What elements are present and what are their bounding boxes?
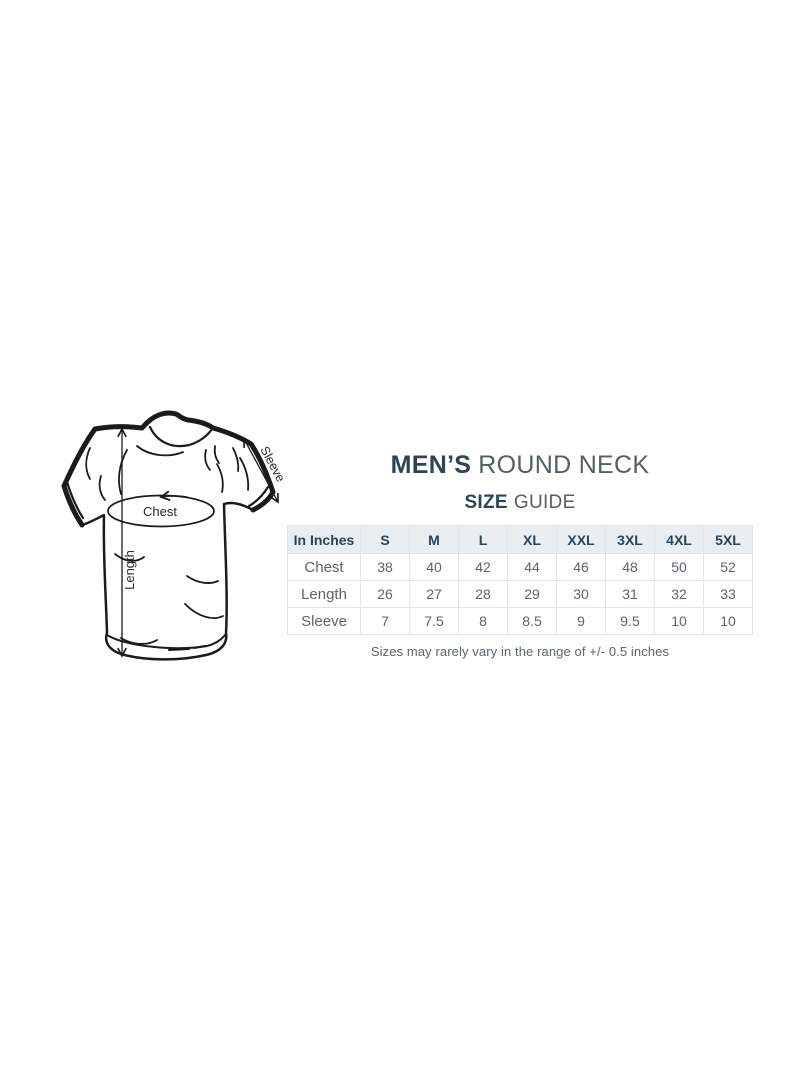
size-chart-body: Chest 38 40 42 44 46 48 50 52 Length 26 …	[287, 553, 753, 635]
size-value: 10	[654, 607, 704, 635]
collar-second-line	[136, 445, 184, 457]
table-row-chest: Chest 38 40 42 44 46 48 50 52	[287, 553, 753, 581]
column-header-l: L	[458, 525, 508, 554]
size-value: 26	[360, 580, 410, 608]
size-value: 46	[556, 553, 606, 581]
tshirt-outline	[62, 411, 275, 661]
subtitle-light: GUIDE	[513, 492, 576, 513]
page-subtitle: SIZE GUIDE	[287, 492, 753, 513]
size-value: 7	[360, 607, 410, 635]
column-header-4xl: 4XL	[654, 525, 704, 554]
size-disclaimer: Sizes may rarely vary in the range of +/…	[370, 644, 670, 659]
size-chart-table: In Inches S M L XL XXL 3XL 4XL 5XL Chest…	[287, 525, 753, 635]
collar-inner-line	[148, 425, 214, 448]
sleeve-measure-arrow	[243, 437, 279, 504]
size-value: 29	[507, 580, 557, 608]
hem-dash-1	[168, 648, 190, 651]
size-value: 8.5	[507, 607, 557, 635]
chest-label: Chest	[143, 504, 177, 519]
size-value: 33	[703, 580, 753, 608]
row-label: Chest	[287, 553, 361, 581]
column-header-xl: XL	[507, 525, 557, 554]
left-cuff-line	[65, 480, 85, 520]
title-light: ROUND NECK	[478, 451, 650, 479]
column-header-in-inches: In Inches	[287, 525, 361, 554]
column-header-3xl: 3XL	[605, 525, 655, 554]
table-row-length: Length 26 27 28 29 30 31 32 33	[287, 580, 753, 608]
row-label: Sleeve	[287, 607, 361, 635]
column-header-5xl: 5XL	[703, 525, 753, 554]
tshirt-measurement-diagram: Chest Length Sleeve	[57, 406, 289, 672]
size-chart-header: In Inches S M L XL XXL 3XL 4XL 5XL	[287, 525, 753, 554]
subtitle-strong: SIZE	[464, 492, 508, 513]
size-value: 30	[556, 580, 606, 608]
size-value: 52	[703, 553, 753, 581]
size-value: 8	[458, 607, 508, 635]
column-header-m: M	[409, 525, 459, 554]
size-value: 50	[654, 553, 704, 581]
row-label: Length	[287, 580, 361, 608]
hem-dash-2	[193, 645, 206, 649]
size-value: 7.5	[409, 607, 459, 635]
size-value: 44	[507, 553, 557, 581]
size-value: 32	[654, 580, 704, 608]
title-strong: MEN’S	[390, 451, 472, 479]
size-value: 38	[360, 553, 410, 581]
column-header-s: S	[360, 525, 410, 554]
size-value: 9	[556, 607, 606, 635]
size-value: 27	[409, 580, 459, 608]
length-label: Length	[122, 550, 137, 590]
size-guide-panel: MEN’S ROUND NECK SIZE GUIDE In Inches S …	[287, 452, 753, 659]
table-row-sleeve: Sleeve 7 7.5 8 8.5 9 9.5 10 10	[287, 607, 753, 635]
size-value: 42	[458, 553, 508, 581]
size-value: 40	[409, 553, 459, 581]
page-title: MEN’S ROUND NECK	[287, 452, 753, 479]
header-row: In Inches S M L XL XXL 3XL 4XL 5XL	[287, 525, 753, 554]
size-value: 31	[605, 580, 655, 608]
size-value: 9.5	[605, 607, 655, 635]
tshirt-drawing: Chest Length Sleeve	[61, 410, 288, 661]
column-header-xxl: XXL	[556, 525, 606, 554]
size-value: 10	[703, 607, 753, 635]
chest-arrowhead	[159, 490, 188, 501]
size-value: 48	[605, 553, 655, 581]
size-value: 28	[458, 580, 508, 608]
